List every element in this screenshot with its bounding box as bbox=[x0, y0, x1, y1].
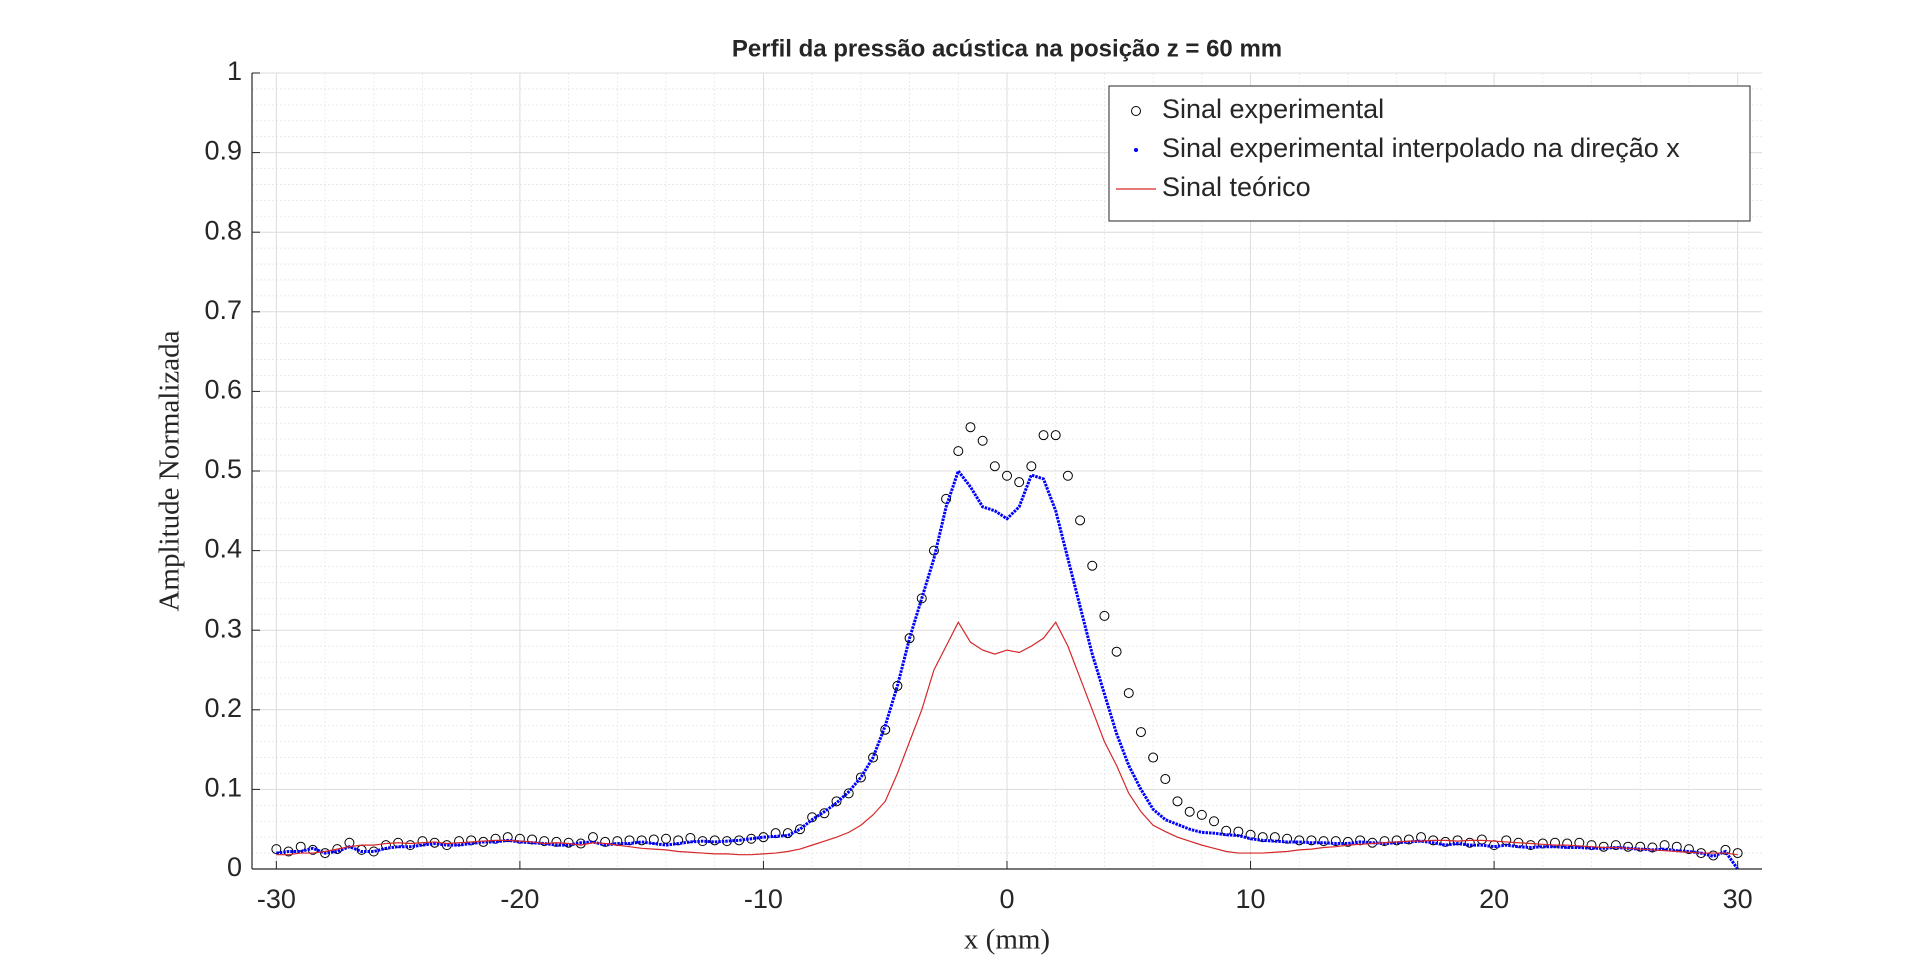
data-point bbox=[271, 844, 282, 855]
legend-label: Sinal experimental interpolado na direçã… bbox=[1162, 133, 1680, 163]
data-point bbox=[539, 836, 550, 847]
data-point bbox=[1403, 834, 1414, 845]
y-tick-label: 0.2 bbox=[204, 693, 242, 723]
legend-symbol bbox=[1131, 106, 1141, 116]
data-point bbox=[1659, 840, 1670, 851]
data-point bbox=[1562, 838, 1573, 849]
y-tick-label: 0.7 bbox=[204, 295, 242, 325]
data-point bbox=[1160, 774, 1171, 785]
x-tick-label: -10 bbox=[744, 884, 783, 914]
data-point bbox=[1586, 840, 1597, 851]
data-point bbox=[1209, 816, 1220, 827]
data-point bbox=[1379, 836, 1390, 847]
legend-box bbox=[1108, 85, 1751, 222]
data-point bbox=[1623, 841, 1634, 852]
x-tick-label: -30 bbox=[257, 884, 296, 914]
data-point bbox=[1184, 806, 1195, 817]
data-point bbox=[661, 833, 672, 844]
theory-line bbox=[276, 621, 1738, 856]
y-tick-label: 0 bbox=[227, 852, 242, 882]
x-tick-label: 20 bbox=[1479, 884, 1509, 914]
data-point bbox=[843, 788, 854, 799]
data-point bbox=[1014, 477, 1025, 488]
data-point bbox=[1330, 836, 1341, 847]
data-point bbox=[1148, 752, 1159, 763]
data-point bbox=[417, 836, 428, 847]
data-point bbox=[1087, 560, 1098, 571]
x-axis-label: x (mm) bbox=[964, 924, 1050, 956]
x-tick-label: 30 bbox=[1723, 884, 1753, 914]
data-point bbox=[490, 833, 501, 844]
data-point bbox=[1123, 688, 1134, 699]
data-point bbox=[1099, 610, 1110, 621]
y-tick-label: 0.8 bbox=[204, 215, 242, 245]
data-point bbox=[1135, 727, 1146, 738]
data-point bbox=[1391, 835, 1402, 846]
data-point bbox=[807, 812, 818, 823]
data-point bbox=[1002, 470, 1012, 481]
y-tick-label: 0.5 bbox=[204, 454, 242, 484]
data-point bbox=[1610, 840, 1621, 851]
x-tick-label: 10 bbox=[1236, 884, 1266, 914]
data-point bbox=[636, 835, 647, 846]
data-point bbox=[685, 832, 696, 843]
y-tick-label: 0.9 bbox=[204, 136, 242, 166]
data-point bbox=[1075, 515, 1086, 526]
data-point bbox=[1111, 646, 1122, 657]
data-point bbox=[514, 833, 525, 844]
data-point bbox=[1732, 848, 1743, 859]
y-tick-label: 0.3 bbox=[204, 613, 242, 643]
legend: Sinal experimental Sinal experimental int… bbox=[1108, 85, 1751, 222]
data-point bbox=[587, 832, 598, 843]
data-point bbox=[1647, 842, 1658, 853]
data-point bbox=[794, 824, 805, 835]
data-point bbox=[466, 835, 477, 846]
y-tick-label: 0.6 bbox=[204, 375, 242, 405]
data-point bbox=[1026, 461, 1037, 472]
data-point bbox=[1440, 836, 1451, 847]
data-point bbox=[1050, 430, 1061, 441]
data-point bbox=[1038, 430, 1049, 441]
data-point bbox=[868, 752, 879, 763]
data-point bbox=[965, 422, 976, 433]
data-point bbox=[977, 435, 988, 446]
y-tick-label: 0.1 bbox=[204, 773, 242, 803]
interpolated-line bbox=[276, 467, 1739, 870]
data-point bbox=[953, 446, 964, 457]
data-point bbox=[1635, 841, 1646, 852]
data-point bbox=[1062, 470, 1073, 481]
data-point bbox=[1683, 844, 1694, 855]
data-point bbox=[989, 461, 1000, 472]
data-point bbox=[1318, 836, 1329, 847]
data-point bbox=[1196, 809, 1207, 820]
data-point bbox=[855, 772, 866, 783]
data-point bbox=[831, 796, 842, 807]
data-point bbox=[1720, 844, 1731, 855]
x-tick-label: 0 bbox=[999, 884, 1014, 914]
y-axis-label: Amplitude Normalizada bbox=[154, 330, 186, 611]
data-point bbox=[1525, 840, 1536, 851]
chart-title: Perfil da pressão acústica na posição z … bbox=[732, 35, 1282, 62]
data-point bbox=[1464, 837, 1475, 848]
x-tick-label: -20 bbox=[500, 884, 539, 914]
legend-symbol bbox=[1134, 148, 1138, 152]
data-point bbox=[1221, 825, 1232, 836]
data-point bbox=[1306, 835, 1317, 846]
y-tick-label: 1 bbox=[227, 56, 242, 86]
data-point bbox=[1294, 835, 1305, 846]
plot-area bbox=[271, 422, 1743, 870]
data-point bbox=[1172, 796, 1183, 807]
y-tick-label: 0.4 bbox=[204, 534, 242, 564]
legend-label: Sinal teórico bbox=[1162, 172, 1311, 202]
data-point bbox=[928, 545, 939, 556]
legend-label: Sinal experimental bbox=[1162, 94, 1384, 124]
